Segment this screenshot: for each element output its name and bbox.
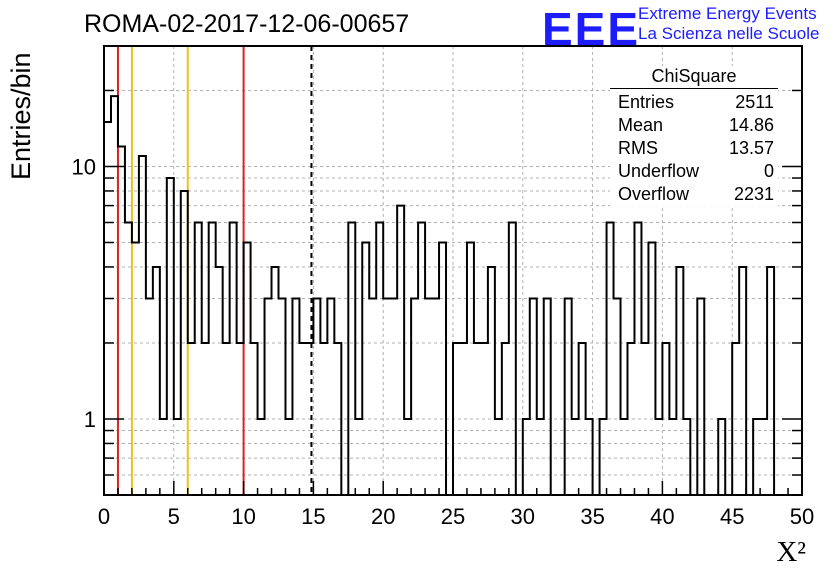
- stats-label: Overflow: [618, 184, 690, 204]
- stats-label: Entries: [618, 92, 675, 112]
- stats-label: Underflow: [618, 161, 700, 181]
- stats-row: Mean 14.86: [610, 114, 778, 137]
- x-tick-label: 35: [580, 504, 604, 529]
- stats-value: 14.86: [728, 115, 774, 135]
- y-tick-label: 10: [72, 154, 96, 179]
- chart-title: ROMA-02-2017-12-06-00657: [84, 10, 410, 38]
- eee-logo: EEE: [542, 3, 641, 55]
- plot-frame: [103, 45, 803, 496]
- logo-line-2: La Scienza nelle Scuole: [638, 24, 820, 43]
- stats-value: 2511: [735, 92, 774, 112]
- x-tick-label: 25: [441, 504, 465, 529]
- x-tick-label: 45: [720, 504, 744, 529]
- x-tick-label: 5: [168, 504, 180, 529]
- histogram-line: [104, 95, 789, 496]
- stats-label: RMS: [618, 138, 658, 158]
- y-tick-label: 1: [84, 407, 96, 432]
- x-tick-label: 0: [98, 504, 110, 529]
- x-tick-label: 40: [650, 504, 674, 529]
- x-tick-label: 15: [301, 504, 325, 529]
- stats-value: 13.57: [728, 138, 774, 158]
- tick-labels: 0 5 10 15 20 25 30 35 40 45 50 1 10: [72, 154, 815, 529]
- stats-row: Overflow 2231: [610, 183, 778, 206]
- stats-row: RMS 13.57: [610, 137, 778, 160]
- x-axis-label: X²: [776, 536, 806, 568]
- stats-title: ChiSquare: [610, 66, 778, 89]
- stats-value: 2231: [733, 184, 774, 204]
- x-tick-label: 30: [511, 504, 535, 529]
- stats-value: 0: [763, 161, 774, 181]
- axis-ticks: [103, 45, 803, 496]
- y-axis-label: Entries/bin: [6, 52, 36, 180]
- stats-box: ChiSquare Entries 2511 Mean 14.86 RMS 13…: [610, 66, 778, 206]
- logo-line-1: Extreme Energy Events: [638, 4, 817, 23]
- stats-label: Mean: [618, 115, 664, 135]
- x-tick-label: 20: [371, 504, 395, 529]
- reference-lines: [116, 46, 313, 495]
- x-tick-label: 10: [231, 504, 255, 529]
- stats-row: Underflow 0: [610, 160, 778, 183]
- stats-row: Entries 2511: [610, 91, 778, 114]
- x-tick-label: 50: [790, 504, 814, 529]
